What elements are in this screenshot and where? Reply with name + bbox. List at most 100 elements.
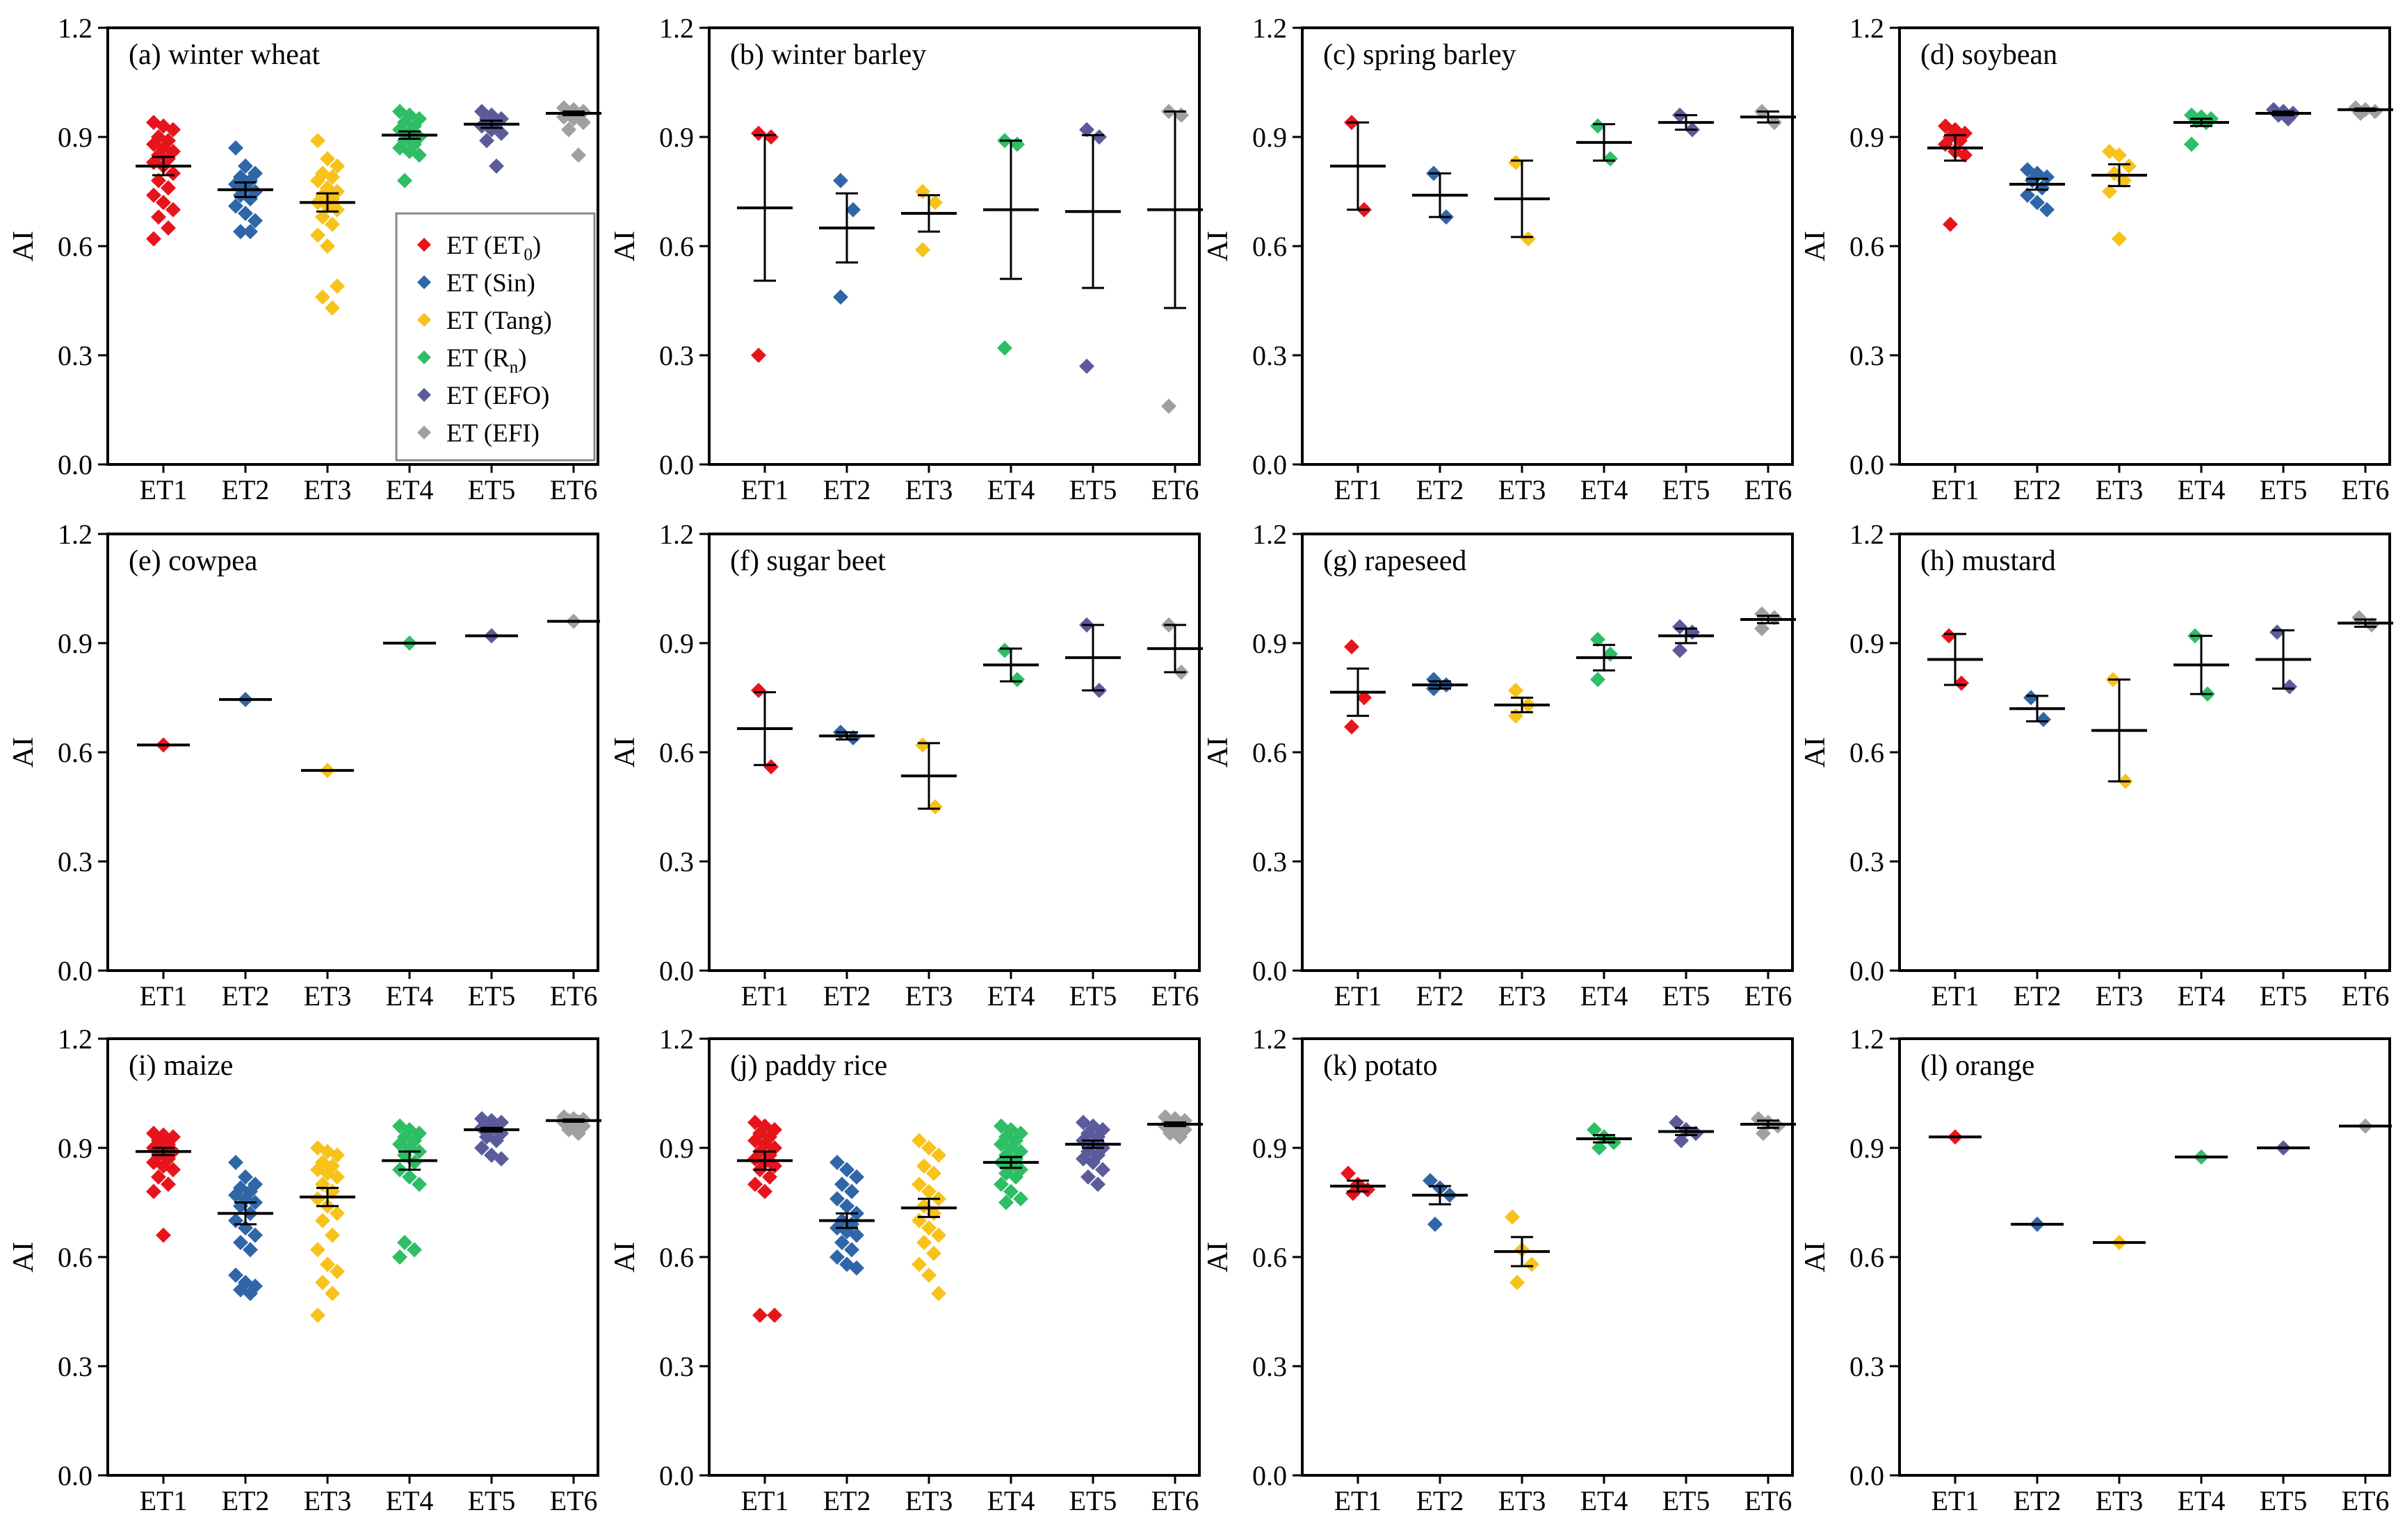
y-tick-label: 0.3 bbox=[1252, 1351, 1287, 1382]
data-point bbox=[2351, 610, 2367, 626]
x-tick-label: ET1 bbox=[741, 474, 789, 505]
y-tick-label: 1.2 bbox=[1849, 13, 1884, 44]
data-point bbox=[238, 1169, 253, 1185]
x-tick-label: ET3 bbox=[2096, 980, 2144, 1012]
data-point bbox=[330, 1169, 345, 1185]
panel-title: (l) orange bbox=[1920, 1050, 2034, 1082]
data-point bbox=[330, 158, 345, 174]
x-tick-label: ET3 bbox=[905, 474, 953, 505]
data-point bbox=[1603, 151, 1618, 167]
legend-marker bbox=[417, 350, 431, 364]
y-tick-label: 0.3 bbox=[58, 340, 92, 371]
series-ET2 bbox=[218, 140, 273, 240]
data-point bbox=[310, 1242, 325, 1258]
data-point bbox=[165, 202, 181, 218]
data-point bbox=[397, 1235, 412, 1251]
series-ET1 bbox=[1929, 1129, 1982, 1145]
y-tick-label: 0.0 bbox=[659, 449, 694, 480]
x-tick-label: ET6 bbox=[2342, 980, 2390, 1012]
x-tick-label: ET5 bbox=[1069, 474, 1117, 505]
series-ET4 bbox=[983, 133, 1039, 356]
y-tick-label: 1.2 bbox=[1849, 519, 1884, 550]
series-ET2 bbox=[2009, 690, 2065, 727]
series-ET5 bbox=[1065, 122, 1121, 374]
x-tick-label: ET5 bbox=[1069, 980, 1117, 1012]
series-ET3 bbox=[301, 763, 354, 779]
y-axis-label: AI bbox=[609, 737, 641, 768]
series-ET5 bbox=[1065, 617, 1121, 699]
panel-title: (j) paddy rice bbox=[730, 1050, 887, 1082]
series-ET2 bbox=[819, 1154, 875, 1276]
data-point bbox=[921, 1183, 937, 1199]
data-point bbox=[1521, 231, 1536, 247]
x-tick-label: ET4 bbox=[386, 1485, 434, 1516]
y-tick-label: 1.2 bbox=[58, 1023, 92, 1055]
y-tick-label: 1.2 bbox=[1252, 519, 1287, 550]
y-tick-label: 1.2 bbox=[1252, 1023, 1287, 1055]
data-point bbox=[325, 169, 340, 185]
x-tick-label: ET1 bbox=[1932, 474, 1979, 505]
data-point bbox=[2039, 202, 2055, 218]
data-point bbox=[325, 300, 340, 316]
panel-title: (a) winter wheat bbox=[129, 39, 321, 71]
data-point bbox=[926, 1245, 941, 1261]
series-ET2 bbox=[819, 172, 875, 305]
data-point bbox=[243, 1242, 258, 1258]
plot-frame bbox=[106, 1037, 599, 1477]
panel-title: (h) mustard bbox=[1920, 545, 2056, 577]
legend-label: ET (Rn) bbox=[446, 344, 527, 377]
data-point bbox=[397, 172, 412, 188]
x-tick-label: ET2 bbox=[2014, 1485, 2062, 1516]
series-ET3 bbox=[1494, 683, 1550, 724]
data-point bbox=[2269, 624, 2285, 640]
panel-title: (d) soybean bbox=[1920, 39, 2057, 71]
data-point bbox=[576, 115, 591, 131]
data-point bbox=[1079, 122, 1094, 138]
data-point bbox=[1674, 1133, 1689, 1149]
y-tick-label: 0.6 bbox=[1849, 737, 1884, 768]
y-tick-label: 1.2 bbox=[58, 13, 92, 44]
x-tick-label: ET6 bbox=[2342, 1485, 2390, 1516]
x-tick-label: ET1 bbox=[741, 1485, 789, 1516]
x-tick-label: ET1 bbox=[140, 474, 188, 505]
data-point bbox=[928, 799, 943, 815]
series-ET5 bbox=[1658, 619, 1714, 658]
data-point bbox=[412, 147, 427, 163]
data-point bbox=[1688, 1126, 1703, 1142]
data-point bbox=[161, 180, 176, 196]
legend-marker bbox=[417, 275, 431, 289]
series-ET6 bbox=[1147, 1109, 1203, 1145]
data-point bbox=[1427, 1216, 1443, 1232]
data-point bbox=[1508, 154, 1523, 170]
data-point bbox=[844, 1242, 859, 1258]
series-ET4 bbox=[2175, 1149, 2228, 1165]
data-point bbox=[1756, 1126, 1771, 1142]
data-point bbox=[330, 1263, 345, 1279]
y-tick-label: 0.0 bbox=[1849, 1460, 1884, 1491]
data-point bbox=[839, 1198, 855, 1214]
data-point bbox=[2364, 617, 2379, 633]
y-tick-label: 0.3 bbox=[1252, 846, 1287, 877]
data-point bbox=[571, 1126, 586, 1142]
x-tick-label: ET5 bbox=[468, 474, 516, 505]
plot-frame bbox=[1898, 1037, 2391, 1477]
legend-label: ET (EFI) bbox=[446, 419, 540, 448]
x-tick-label: ET2 bbox=[1416, 474, 1464, 505]
panel-1: (b) winter barley 0.0 0.3 0.6 0.9 1.2 AI ET1 ET2… bbox=[609, 13, 1203, 505]
data-point bbox=[1590, 672, 1605, 688]
y-tick-label: 0.0 bbox=[1849, 955, 1884, 987]
legend: ET (ET0) ET (Sin) ET (Tang) ET (Rn) ET (EFO)… bbox=[395, 212, 596, 462]
series-ET5 bbox=[465, 628, 518, 644]
data-point bbox=[494, 125, 509, 141]
series-ET4 bbox=[2173, 628, 2229, 702]
x-tick-label: ET4 bbox=[987, 1485, 1035, 1516]
data-point bbox=[767, 1307, 782, 1323]
x-tick-label: ET4 bbox=[2178, 980, 2226, 1012]
data-point bbox=[248, 213, 263, 229]
panel-title: (b) winter barley bbox=[730, 39, 926, 71]
data-point bbox=[2030, 195, 2045, 211]
panel-8: (i) maize 0.0 0.3 0.6 0.9 1.2 AI ET1 ET2 ET3 ET4 ET… bbox=[8, 1023, 601, 1516]
y-tick-label: 0.3 bbox=[58, 1351, 92, 1382]
data-point bbox=[916, 1158, 932, 1174]
data-point bbox=[1957, 147, 1973, 163]
